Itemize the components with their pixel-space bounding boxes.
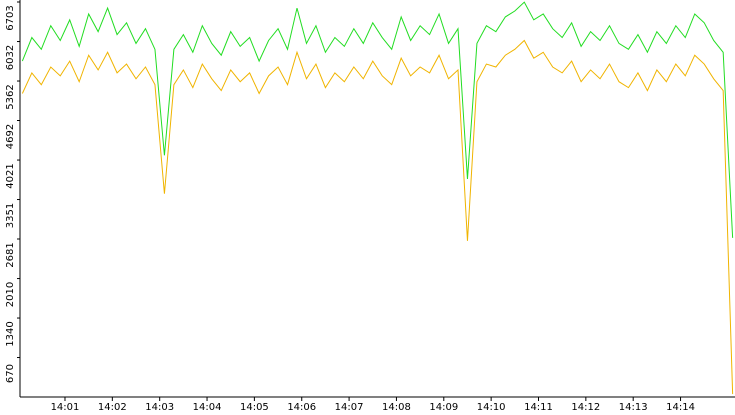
x-tick-label: 14:10 [477, 402, 506, 413]
x-tick-label: 14:12 [571, 402, 600, 413]
y-tick-label: 3351 [5, 203, 16, 228]
x-tick-label: 14:06 [287, 402, 316, 413]
y-tick-label: 6032 [5, 45, 16, 70]
x-tick-label: 14:01 [51, 402, 80, 413]
x-tick-label: 14:11 [524, 402, 553, 413]
x-tick-label: 14:13 [619, 402, 648, 413]
x-tick-label: 14:09 [429, 402, 458, 413]
y-tick-label: 4021 [5, 163, 16, 188]
x-tick-label: 14:08 [382, 402, 411, 413]
x-tick-label: 14:02 [98, 402, 127, 413]
y-tick-label: 4692 [5, 124, 16, 149]
data-line [21, 39, 734, 395]
y-tick-label: 2010 [5, 282, 16, 307]
x-tick-label: 14:14 [666, 402, 695, 413]
data-line [21, 1, 734, 238]
x-tick-label: 14:03 [145, 402, 174, 413]
y-tick-label: 1340 [5, 321, 16, 346]
y-tick-label: 670 [5, 364, 16, 383]
x-tick-label: 14:05 [240, 402, 269, 413]
x-tick-label: 14:04 [193, 402, 222, 413]
y-tick-label: 2681 [5, 242, 16, 267]
x-tick-label: 14:07 [335, 402, 364, 413]
y-tick-label: 6703 [5, 5, 16, 30]
y-tick-label: 5362 [5, 84, 16, 109]
